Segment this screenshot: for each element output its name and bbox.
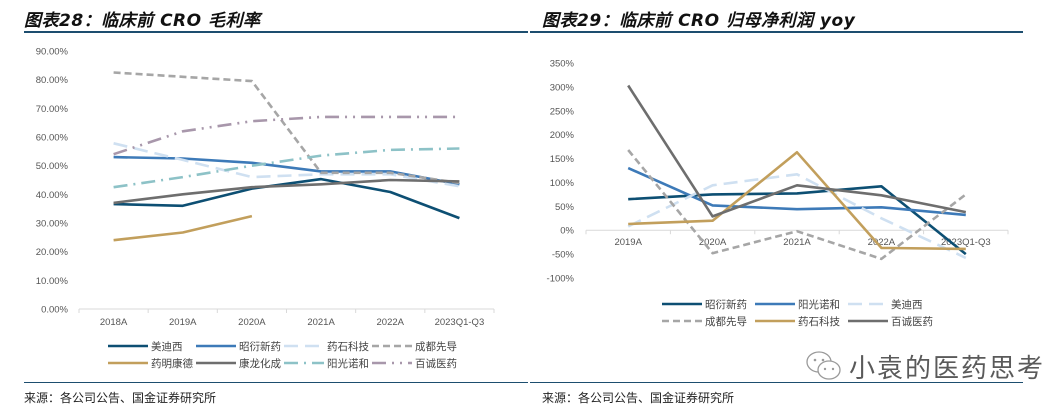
net-profit-yoy-chart: -100% -50% 0% 50% 100% 150% 200% 250% 300% 350% 20… <box>547 59 1009 328</box>
series-line-药明康德 <box>113 214 253 242</box>
legend-item: 美迪西 <box>848 298 923 311</box>
y-tick-label: 90.00% <box>36 47 69 58</box>
watermark-text: 小袁的医药思考 <box>849 353 1046 384</box>
x-tick-label: 2020A <box>238 317 266 328</box>
y-tick-label: 60.00% <box>36 133 69 144</box>
series-line-成都先导 <box>113 71 460 185</box>
source-divider <box>530 382 1023 383</box>
y-tick-label: 0.00% <box>41 305 68 316</box>
figure-title: 图表29：临床前 CRO 归母净利润 yoy <box>542 11 856 31</box>
legend-label: 昭衍新药 <box>239 340 281 353</box>
y-tick-label: 350% <box>550 59 575 70</box>
x-tick-label: 2022A <box>868 237 896 248</box>
watermark: 小袁的医药思考 <box>805 348 1045 384</box>
source-divider <box>24 382 528 383</box>
legend-label: 成都先导 <box>705 316 747 328</box>
legend-item: 百诚医药 <box>848 316 933 328</box>
y-tick-label: 20.00% <box>36 247 69 258</box>
series-line-百诚医药 <box>113 115 460 156</box>
x-tick-label: 2023Q1-Q3 <box>941 237 991 248</box>
legend-label: 阳光诺和 <box>327 357 369 370</box>
net-profit-yoy-figure: 图表29：临床前 CRO 归母净利润 yoy -100% -50% 0% 50% 100… <box>530 0 1058 414</box>
series-line-阳光诺和 <box>627 166 966 217</box>
x-tick-label: 2019A <box>614 237 642 248</box>
legend-item: 阳光诺和 <box>755 298 840 311</box>
legend-item: 美迪西 <box>108 340 183 353</box>
source-note: 来源：各公司公告、国金证券研究所 <box>24 391 217 405</box>
legend-item: 成都先导 <box>662 316 747 328</box>
figure-title: 图表28：临床前 CRO 毛利率 <box>24 11 261 31</box>
y-tick-label: 0% <box>560 226 574 237</box>
series-line-成都先导 <box>627 149 967 261</box>
gross-margin-figure: 图表28：临床前 CRO 毛利率 0.00% 10.00% 20.00% 30.00%… <box>0 0 528 414</box>
legend-label: 康龙化成 <box>239 357 281 370</box>
legend-label: 药石科技 <box>327 340 369 353</box>
title-divider <box>24 31 528 33</box>
y-tick-label: 200% <box>550 130 575 141</box>
legend-label: 百诚医药 <box>415 358 457 370</box>
legend-label: 阳光诺和 <box>798 298 840 311</box>
legend-item: 药明康德 <box>108 357 193 370</box>
x-tick-label: 2020A <box>699 237 727 248</box>
legend-label: 美迪西 <box>151 340 183 353</box>
y-tick-label: 10.00% <box>36 276 69 287</box>
legend-item: 药石科技 <box>755 315 840 328</box>
legend-item: 成都先导 <box>372 341 457 353</box>
legend-label: 成都先导 <box>415 341 457 353</box>
gross-margin-chart: 0.00% 10.00% 20.00% 30.00% 40.00% 50.00% 60.00… <box>36 47 495 370</box>
y-tick-label: -100% <box>547 274 575 285</box>
wechat-icon <box>806 351 841 380</box>
y-tick-label: 300% <box>550 82 575 93</box>
x-tick-label: 2021A <box>307 317 335 328</box>
y-tick-label: 50.00% <box>36 161 69 172</box>
series-line-美迪西 <box>113 177 460 220</box>
legend-item: 昭衍新药 <box>196 340 281 353</box>
y-tick-label: 70.00% <box>36 104 69 115</box>
legend-item: 药石科技 <box>284 340 369 353</box>
legend-label: 美迪西 <box>891 298 923 311</box>
y-tick-label: -50% <box>552 250 575 261</box>
y-tick-label: 30.00% <box>36 219 69 230</box>
series-line-康龙化成 <box>113 178 460 205</box>
legend-item: 昭衍新药 <box>662 298 747 311</box>
y-tick-label: 80.00% <box>36 75 69 86</box>
y-tick-label: 250% <box>550 106 575 117</box>
legend-item: 康龙化成 <box>196 357 281 370</box>
legend-label: 百诚医药 <box>891 316 933 328</box>
x-tick-label: 2023Q1-Q3 <box>435 317 485 328</box>
series-line-美迪西 <box>627 173 967 260</box>
y-tick-label: 50% <box>555 202 575 213</box>
x-tick-label: 2018A <box>100 317 128 328</box>
title-divider <box>530 31 1023 33</box>
series-line-百诚医药 <box>627 84 967 218</box>
series-line-药石科技 <box>628 151 966 251</box>
x-tick-label: 2022A <box>377 317 405 328</box>
series-line-药石科技 <box>113 142 460 188</box>
x-tick-label: 2019A <box>169 317 197 328</box>
x-tick-label: 2021A <box>783 237 811 248</box>
y-tick-label: 100% <box>550 178 575 189</box>
legend-label: 药明康德 <box>151 357 193 370</box>
legend-item: 阳光诺和 <box>284 357 369 370</box>
y-tick-label: 40.00% <box>36 190 69 201</box>
legend-label: 药石科技 <box>798 315 840 328</box>
source-note: 来源：各公司公告、国金证券研究所 <box>542 391 735 405</box>
legend-label: 昭衍新药 <box>705 298 747 311</box>
series-line-阳光诺和 <box>113 147 460 189</box>
legend-item: 百诚医药 <box>372 358 457 370</box>
y-tick-label: 150% <box>550 154 575 165</box>
